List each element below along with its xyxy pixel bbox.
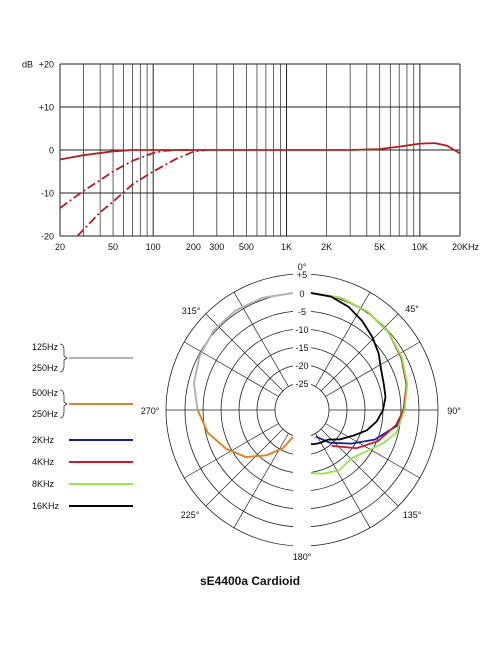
polar-spoke xyxy=(184,341,279,397)
polar-angle-label: 315° xyxy=(182,306,201,316)
fr-x-tick-label: 20KHz xyxy=(452,242,480,252)
polar-spoke xyxy=(315,292,371,387)
fr-curve-dash-dot xyxy=(59,149,194,209)
fr-x-tick-label: 300 xyxy=(209,242,224,252)
legend-label: 500Hz xyxy=(32,388,59,398)
polar-r-tick-label: -5 xyxy=(298,307,306,317)
legend-label: 125Hz xyxy=(32,342,59,352)
polar-scale-band xyxy=(293,272,311,548)
fr-x-tick-label: 10K xyxy=(412,242,428,252)
fr-x-tick-label: 200 xyxy=(186,242,201,252)
polar-pattern-chart: +5 0 -5 -10 -15 -20 -25 0° 45° 90° 135° 180° 225° 270… xyxy=(32,262,462,562)
polar-grid xyxy=(165,272,439,548)
fr-x-tick-label: 100 xyxy=(146,242,161,252)
polar-r-tick-label: -20 xyxy=(295,361,308,371)
polar-curve xyxy=(310,292,409,475)
polar-r-tick-label: -15 xyxy=(295,343,308,353)
legend-bracket xyxy=(59,343,68,373)
polar-chart-title: sE4400a Cardioid xyxy=(199,574,301,588)
fr-y-tick-label: -20 xyxy=(41,232,54,242)
fr-labels: +20 +10 0 -10 -20 dB 20 50 100 200 300 500 1K 2K 5K 10K… xyxy=(22,60,480,253)
fr-y-tick-label: +10 xyxy=(39,103,54,113)
frequency-response-chart: +20 +10 0 -10 -20 dB 20 50 100 200 300 500 1K 2K 5K 10K… xyxy=(22,60,480,253)
fr-x-tick-label: 5K xyxy=(374,242,385,252)
polar-spoke xyxy=(205,428,284,507)
fr-y-tick-label: +20 xyxy=(39,60,54,70)
polar-r-tick-label: +5 xyxy=(297,270,307,280)
polar-curve xyxy=(310,292,387,446)
fr-y-tick-label: 0 xyxy=(49,146,54,156)
legend-label: 4KHz xyxy=(32,457,55,467)
fr-x-tick-label: 2K xyxy=(321,242,332,252)
polar-spoke xyxy=(320,313,399,392)
fr-y-unit-label: dB xyxy=(22,60,33,70)
legend-label: 2KHz xyxy=(32,435,55,445)
legend-bracket xyxy=(59,389,68,419)
polar-spoke xyxy=(205,313,284,392)
polar-angle-label: 0° xyxy=(298,262,307,272)
fr-x-tick-label: 1K xyxy=(281,242,292,252)
legend-label: 250Hz xyxy=(32,409,59,419)
legend-label: 16KHz xyxy=(32,501,60,511)
polar-spoke xyxy=(320,428,399,507)
fr-curve-dash-dot xyxy=(76,149,207,237)
polar-spoke xyxy=(325,341,420,397)
polar-labels: +5 0 -5 -10 -15 -20 -25 0° 45° 90° 135° 180° 225° 270… xyxy=(141,262,462,562)
polar-curves xyxy=(192,292,409,475)
polar-curve xyxy=(196,409,294,459)
fr-y-tick-label: -10 xyxy=(41,189,54,199)
polar-spoke xyxy=(325,423,420,479)
legend-label: 8KHz xyxy=(32,479,55,489)
fr-x-tick-label: 20 xyxy=(55,242,65,252)
polar-r-tick-label: -25 xyxy=(295,379,308,389)
polar-legend: 125Hz 250Hz 500Hz 250Hz 2KHz 4KHz 8KHz 16KHz xyxy=(32,342,133,511)
polar-r-tick-label: 0 xyxy=(299,289,304,299)
polar-curve xyxy=(192,292,294,411)
fr-curve-solid xyxy=(59,142,461,161)
polar-angle-label: 135° xyxy=(403,510,422,520)
polar-r-tick-label: -10 xyxy=(295,325,308,335)
polar-angle-label: 45° xyxy=(405,304,419,314)
polar-angle-label: 180° xyxy=(293,552,312,562)
fr-x-tick-label: 50 xyxy=(108,242,118,252)
polar-angle-label: 225° xyxy=(181,510,200,520)
polar-curve xyxy=(310,292,408,445)
polar-angle-label: 270° xyxy=(141,406,160,416)
polar-angle-label: 90° xyxy=(447,406,461,416)
fr-x-tick-label: 500 xyxy=(239,242,254,252)
polar-spoke xyxy=(315,433,371,528)
legend-label: 250Hz xyxy=(32,363,59,373)
polar-spoke xyxy=(233,433,289,528)
fr-curves xyxy=(59,142,461,237)
